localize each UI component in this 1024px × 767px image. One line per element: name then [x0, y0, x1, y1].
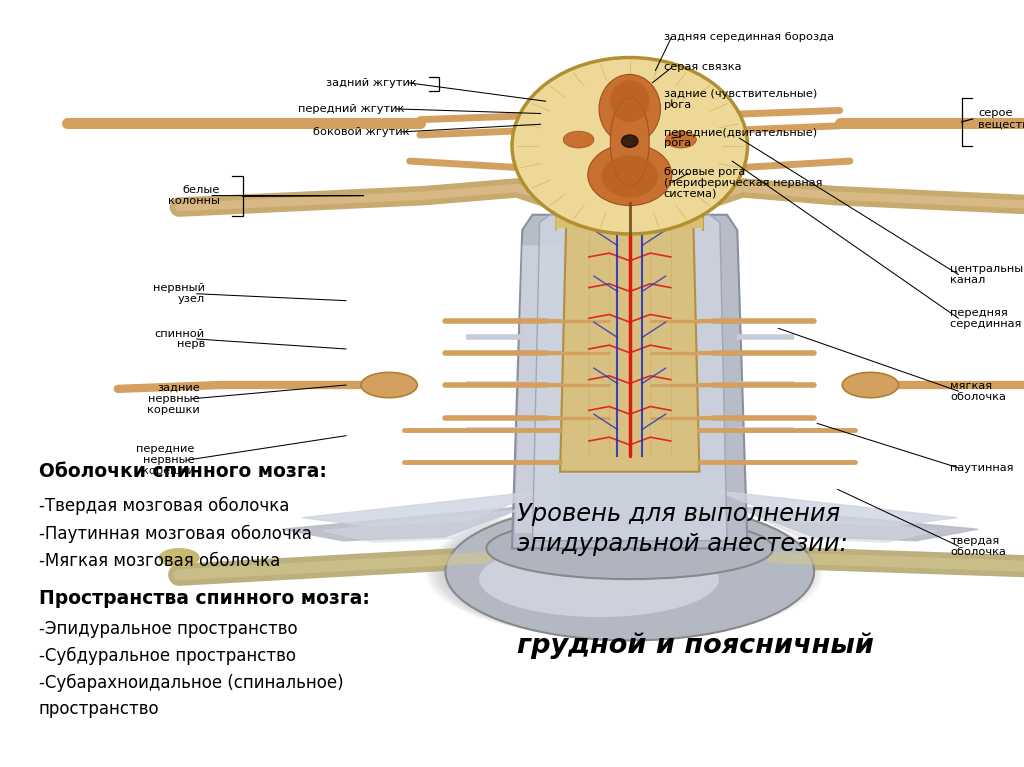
Ellipse shape [599, 74, 660, 143]
Text: Пространства спинного мозга:: Пространства спинного мозга: [39, 589, 370, 608]
Text: грудной и поясничный: грудной и поясничный [517, 633, 874, 660]
Ellipse shape [464, 506, 818, 637]
Ellipse shape [473, 506, 824, 637]
Text: передний жгутик: передний жгутик [298, 104, 404, 114]
Ellipse shape [610, 80, 649, 122]
Ellipse shape [159, 548, 200, 568]
Text: передние(двигательные)
рога: передние(двигательные) рога [664, 127, 817, 149]
Text: спинной
нерв: спинной нерв [155, 328, 205, 350]
Ellipse shape [443, 506, 805, 637]
Polygon shape [560, 211, 699, 472]
Ellipse shape [428, 506, 796, 637]
Ellipse shape [460, 506, 816, 637]
Text: -Субарахноидальное (спинальное): -Субарахноидальное (спинальное) [39, 673, 343, 692]
Ellipse shape [441, 506, 804, 637]
Ellipse shape [588, 144, 672, 206]
Ellipse shape [470, 506, 822, 637]
Ellipse shape [457, 506, 814, 637]
Ellipse shape [842, 372, 899, 397]
Text: -Субдуральное пространство: -Субдуральное пространство [39, 647, 296, 665]
Text: нервный
узел: нервный узел [153, 283, 205, 304]
Text: задние (чувствительные)
рога: задние (чувствительные) рога [664, 89, 817, 110]
Ellipse shape [430, 506, 797, 637]
Ellipse shape [436, 506, 801, 637]
Ellipse shape [433, 506, 799, 637]
Ellipse shape [445, 506, 806, 637]
Ellipse shape [610, 98, 649, 186]
Text: -Мягкая мозговая оболочка: -Мягкая мозговая оболочка [39, 552, 281, 570]
Ellipse shape [467, 506, 820, 637]
Text: центральный
канал: центральный канал [950, 264, 1024, 285]
Text: Уровень для выполнения
эпидуральной анестезии:: Уровень для выполнения эпидуральной анес… [517, 502, 848, 556]
Text: задние
нервные
корешки: задние нервные корешки [146, 383, 200, 415]
Ellipse shape [465, 506, 819, 637]
Polygon shape [556, 219, 703, 228]
Circle shape [622, 135, 638, 147]
Ellipse shape [452, 506, 811, 637]
Text: боковые рога
(периферическая нервная
система): боковые рога (периферическая нервная сис… [664, 166, 822, 199]
Polygon shape [532, 215, 727, 541]
Polygon shape [732, 506, 978, 541]
Text: пространство: пространство [39, 700, 160, 717]
Text: задний жгутик: задний жгутик [326, 77, 417, 88]
Text: твердая
оболочка: твердая оболочка [950, 535, 1007, 557]
Ellipse shape [360, 372, 418, 397]
Ellipse shape [446, 506, 807, 637]
Polygon shape [515, 245, 563, 533]
Polygon shape [282, 506, 527, 541]
Ellipse shape [440, 506, 803, 637]
Text: -Паутинная мозговая оболочка: -Паутинная мозговая оболочка [39, 525, 311, 543]
Polygon shape [742, 510, 937, 542]
Circle shape [512, 58, 748, 234]
Polygon shape [717, 491, 957, 525]
Ellipse shape [468, 506, 821, 637]
Ellipse shape [601, 155, 657, 197]
Polygon shape [323, 510, 517, 542]
Text: -Эпидуральное пространство: -Эпидуральное пространство [39, 620, 298, 637]
Ellipse shape [427, 506, 795, 637]
Ellipse shape [563, 131, 594, 148]
Ellipse shape [454, 506, 812, 637]
FancyBboxPatch shape [586, 174, 674, 217]
Text: серое
вещество: серое вещество [978, 108, 1024, 130]
Text: -Твердая мозговая оболочка: -Твердая мозговая оболочка [39, 497, 290, 515]
Ellipse shape [445, 502, 814, 640]
Ellipse shape [666, 131, 696, 148]
Ellipse shape [435, 506, 800, 637]
Polygon shape [302, 491, 543, 525]
Text: передние
нервные
корешки: передние нервные корешки [136, 444, 195, 476]
Text: паутинная: паутинная [950, 463, 1014, 473]
Text: мягкая
оболочка: мягкая оболочка [950, 380, 1007, 402]
Text: Оболочки спинного мозга:: Оболочки спинного мозга: [39, 462, 327, 481]
Ellipse shape [459, 506, 815, 637]
Text: белые
колонны: белые колонны [168, 185, 220, 206]
Ellipse shape [486, 518, 773, 579]
Text: серая связка: серая связка [664, 62, 741, 73]
Ellipse shape [462, 506, 817, 637]
Ellipse shape [438, 506, 802, 637]
Ellipse shape [449, 506, 808, 637]
Ellipse shape [451, 506, 809, 637]
Ellipse shape [472, 506, 823, 637]
Text: боковой жгутик: боковой жгутик [313, 127, 410, 137]
Ellipse shape [455, 506, 813, 637]
Polygon shape [512, 215, 748, 548]
Ellipse shape [425, 506, 794, 637]
Ellipse shape [479, 542, 719, 617]
Text: задняя серединная борозда: задняя серединная борозда [664, 31, 834, 42]
Ellipse shape [432, 506, 798, 637]
Text: передняя
серединная щель: передняя серединная щель [950, 308, 1024, 329]
